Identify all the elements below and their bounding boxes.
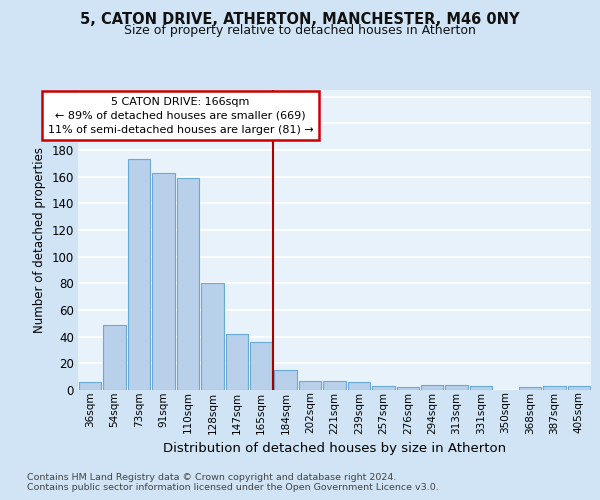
Bar [79, 382, 101, 390]
Bar [274, 370, 297, 390]
Bar [152, 172, 175, 390]
Bar [543, 386, 566, 390]
X-axis label: Distribution of detached houses by size in Atherton: Distribution of detached houses by size … [163, 442, 506, 455]
Bar [201, 284, 224, 390]
Text: Contains HM Land Registry data © Crown copyright and database right 2024.: Contains HM Land Registry data © Crown c… [27, 472, 397, 482]
Text: Size of property relative to detached houses in Atherton: Size of property relative to detached ho… [124, 24, 476, 37]
Bar [421, 384, 443, 390]
Bar [250, 342, 272, 390]
Bar [518, 388, 541, 390]
Bar [568, 386, 590, 390]
Text: 5, CATON DRIVE, ATHERTON, MANCHESTER, M46 0NY: 5, CATON DRIVE, ATHERTON, MANCHESTER, M4… [80, 12, 520, 28]
Bar [176, 178, 199, 390]
Text: Contains public sector information licensed under the Open Government Licence v3: Contains public sector information licen… [27, 484, 439, 492]
Bar [299, 380, 322, 390]
Bar [470, 386, 493, 390]
Bar [347, 382, 370, 390]
Bar [103, 324, 126, 390]
Bar [372, 386, 395, 390]
Bar [226, 334, 248, 390]
Y-axis label: Number of detached properties: Number of detached properties [33, 147, 46, 333]
Text: 5 CATON DRIVE: 166sqm
← 89% of detached houses are smaller (669)
11% of semi-det: 5 CATON DRIVE: 166sqm ← 89% of detached … [48, 96, 313, 134]
Bar [397, 388, 419, 390]
Bar [128, 160, 151, 390]
Bar [445, 384, 468, 390]
Bar [323, 380, 346, 390]
